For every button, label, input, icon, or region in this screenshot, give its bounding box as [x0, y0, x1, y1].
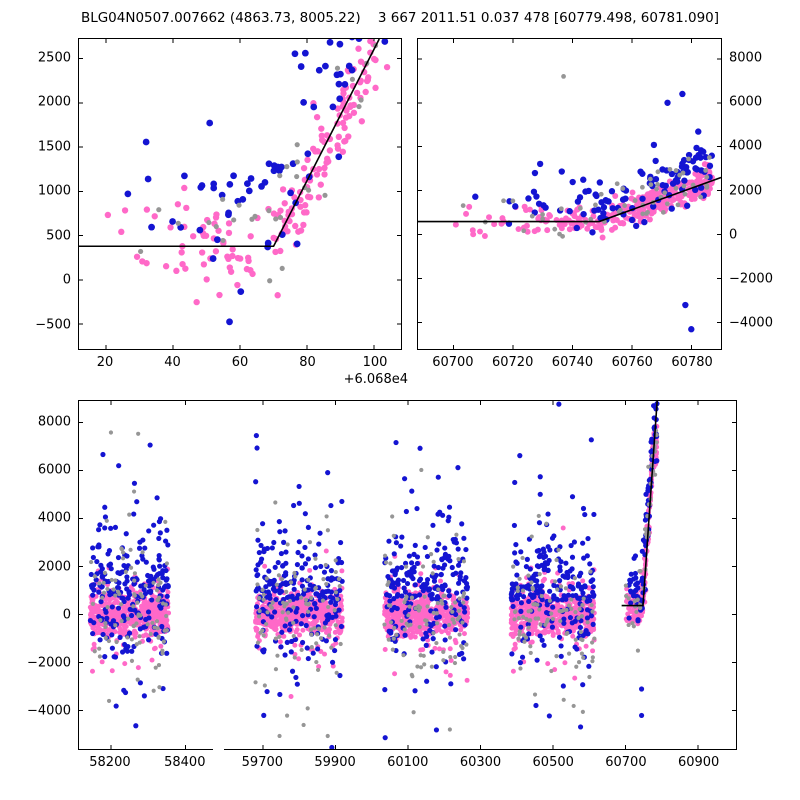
- axis-tick-label: −4000: [27, 703, 71, 719]
- axis-tick-label: 8000: [37, 414, 71, 430]
- axis-tick-label: 2000: [729, 183, 763, 199]
- x-axis-offset-label: +6.068e4: [343, 372, 408, 387]
- axis-tick-label: 58200: [89, 755, 131, 770]
- axis-tick-label: 2500: [37, 50, 71, 66]
- zoomed-event-scatter: [79, 39, 401, 349]
- axis-tick-label: 1500: [37, 139, 71, 155]
- axis-tick-label: 1000: [37, 183, 71, 199]
- figure-title: BLG04N0507.007662 (4863.73, 8005.22) 3 6…: [80, 10, 720, 26]
- axis-tick-label: −4000: [729, 315, 773, 331]
- axis-break-gap: [213, 748, 224, 753]
- axis-tick-label: 40: [164, 355, 181, 370]
- full-lightcurve-scatter: [79, 401, 736, 749]
- axis-tick-label: 60: [231, 355, 249, 370]
- axis-tick-label: 2000: [37, 559, 71, 575]
- axis-tick-label: 500: [46, 228, 71, 244]
- panel-zoomed-event: [78, 38, 402, 350]
- axis-tick-label: 60700: [605, 755, 647, 770]
- axis-tick-label: −2000: [729, 271, 773, 287]
- axis-tick-label: 59700: [241, 755, 284, 770]
- axis-tick-label: 60500: [532, 755, 574, 770]
- panel-season-zoom: [417, 38, 722, 350]
- axis-tick-label: 80: [299, 355, 316, 370]
- axis-tick-label: 60780: [671, 355, 713, 370]
- axis-tick-label: 0: [62, 272, 71, 288]
- axis-tick-label: 8000: [729, 50, 763, 66]
- axis-tick-label: 60760: [611, 355, 653, 370]
- axis-tick-label: 58400: [164, 755, 206, 770]
- axis-tick-label: 59900: [314, 755, 356, 770]
- axis-tick-label: 4000: [729, 138, 763, 154]
- axis-tick-label: 0: [62, 607, 71, 623]
- season-zoom-scatter: [418, 39, 721, 349]
- axis-tick-label: 60300: [459, 755, 502, 770]
- panel-full-lightcurve: [78, 400, 737, 750]
- axis-tick-label: 60740: [551, 355, 594, 370]
- axis-tick-label: 2000: [37, 94, 71, 110]
- axis-tick-label: 6000: [37, 462, 71, 478]
- axis-tick-label: 20: [96, 355, 114, 370]
- axis-tick-label: −2000: [27, 655, 71, 671]
- axis-tick-label: 0: [729, 227, 738, 243]
- axis-tick-label: 60100: [387, 755, 429, 770]
- axis-tick-label: 4000: [37, 510, 71, 526]
- axis-tick-label: 60900: [677, 755, 720, 770]
- axis-tick-label: 60700: [432, 355, 474, 370]
- axis-tick-label: −500: [35, 317, 71, 333]
- axis-tick-label: 100: [362, 355, 388, 370]
- axis-tick-label: 60720: [491, 355, 534, 370]
- axis-tick-label: 6000: [729, 94, 763, 110]
